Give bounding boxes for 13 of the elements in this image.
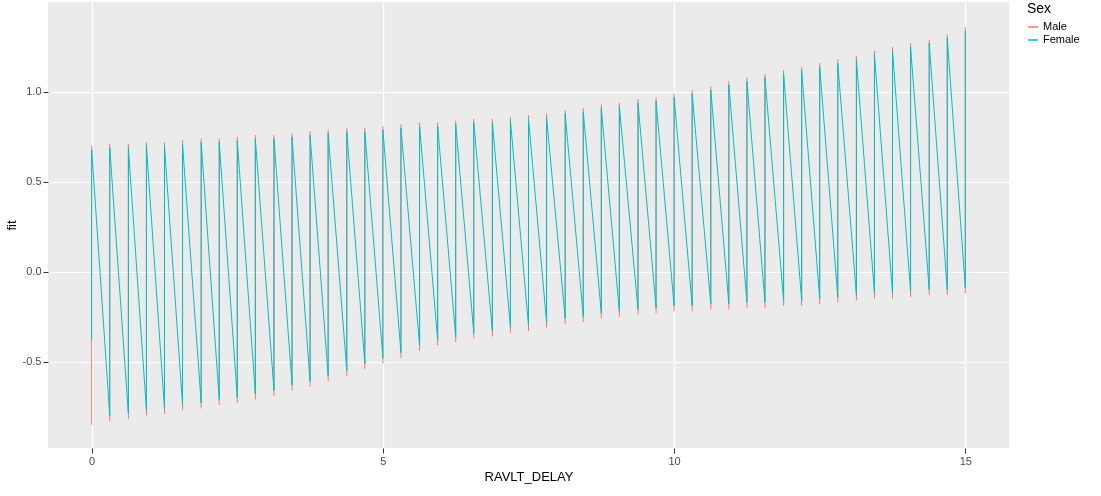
y-tick-label: -0.5: [22, 355, 42, 368]
legend-label: Male: [1043, 20, 1067, 32]
y-tick-label: 0.0: [26, 265, 42, 278]
y-axis-title: fit: [3, 220, 19, 231]
y-tick-label: 0.5: [26, 175, 42, 188]
x-axis-title: RAVLT_DELAY: [484, 468, 574, 484]
legend-label: Female: [1043, 33, 1080, 45]
y-tick-label: 1.0: [26, 85, 42, 98]
x-tick-label: 10: [668, 454, 681, 467]
legend-title: Sex: [1027, 0, 1052, 16]
x-tick-label: 15: [959, 454, 972, 467]
x-tick-label: 5: [380, 454, 387, 467]
x-tick-label: 0: [89, 454, 96, 467]
